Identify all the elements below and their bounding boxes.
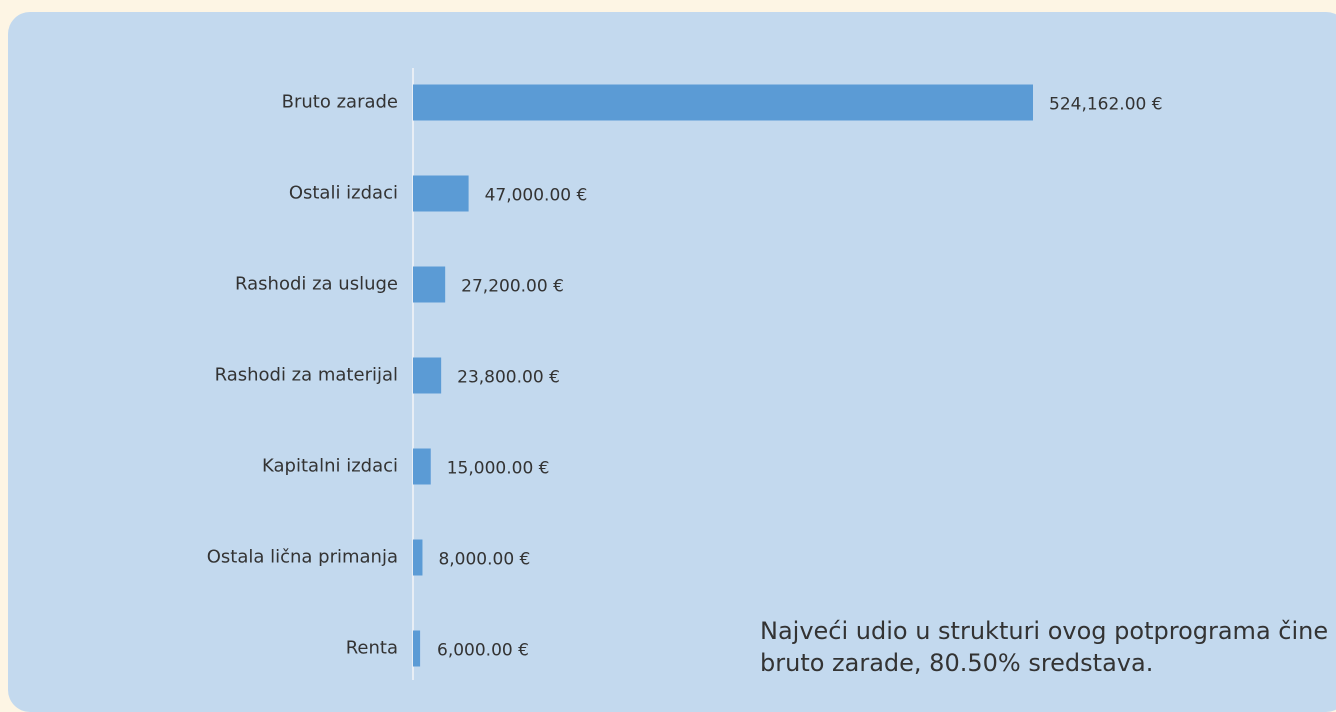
value-label: 27,200.00 € [461,277,564,297]
value-label: 6,000.00 € [437,641,529,661]
category-label: Ostala lična primanja [207,547,398,568]
value-label: 15,000.00 € [447,459,550,479]
chart-panel [8,12,1336,712]
bar [413,630,421,667]
bar [413,175,469,212]
value-label: 8,000.00 € [438,550,530,570]
category-label: Renta [346,638,398,659]
category-label: Rashodi za usluge [235,274,398,295]
category-label: Bruto zarade [282,92,398,113]
value-label: 23,800.00 € [457,368,560,388]
annotation: Najveći udio u strukturi ovog potprogram… [760,617,1329,677]
value-label: 524,162.00 € [1049,95,1163,115]
bar [413,448,431,485]
category-label: Kapitalni izdaci [262,456,398,477]
category-label: Rashodi za materijal [215,365,398,386]
bar [413,357,442,394]
bar [413,266,446,303]
bar [413,84,1033,121]
bar [413,539,423,576]
value-label: 47,000.00 € [485,186,588,206]
category-label: Ostali izdaci [289,183,398,204]
